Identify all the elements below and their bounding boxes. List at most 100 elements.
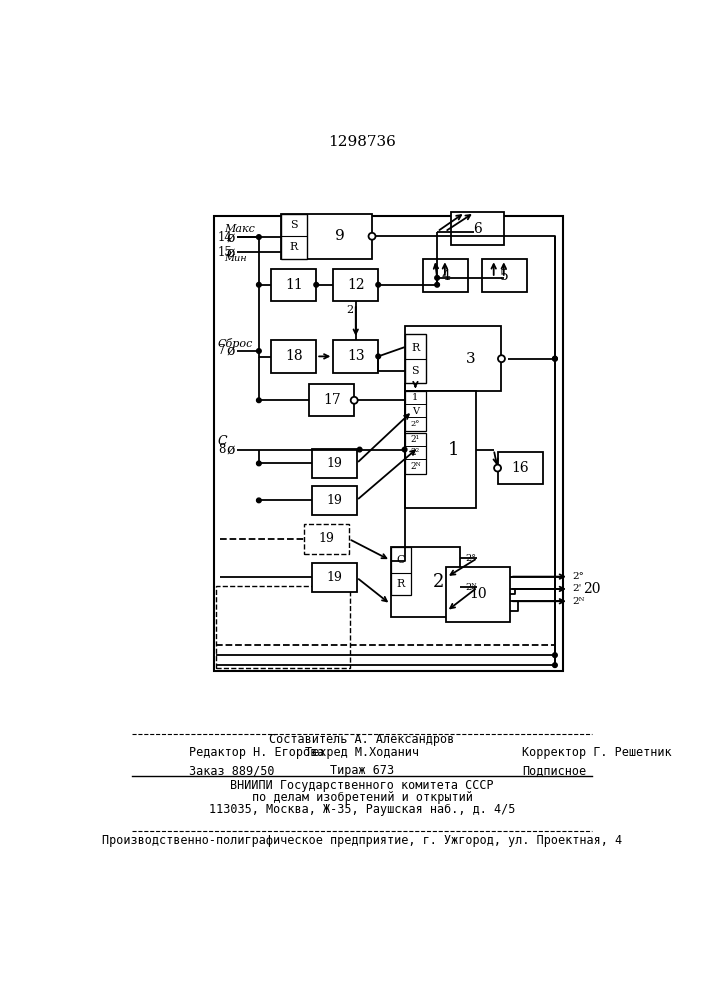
Text: S: S (290, 220, 298, 230)
Circle shape (494, 465, 501, 472)
Bar (312, 486, 356, 515)
Bar (498, 452, 542, 484)
Text: 19: 19 (318, 532, 334, 545)
Text: 19: 19 (326, 571, 342, 584)
Text: 10: 10 (469, 587, 487, 601)
Circle shape (402, 447, 407, 452)
Text: R: R (397, 579, 405, 589)
Bar (271, 269, 316, 301)
Text: 3: 3 (466, 352, 475, 366)
Text: по делам изобретений и открытий: по делам изобретений и открытий (252, 791, 472, 804)
Text: V: V (412, 407, 419, 416)
Text: 8: 8 (218, 443, 225, 456)
Text: 19: 19 (326, 494, 342, 507)
Text: 14: 14 (218, 231, 233, 244)
Text: Производственно-полиграфическое предприятие, г. Ужгород, ул. Проектная, 4: Производственно-полиграфическое предприя… (102, 834, 622, 847)
Bar (312, 449, 356, 478)
Circle shape (257, 398, 261, 403)
Bar (312, 563, 356, 592)
Text: 2°: 2° (465, 554, 476, 563)
Text: 1: 1 (448, 441, 460, 459)
Circle shape (435, 282, 440, 287)
Text: Редактор Н. Егорова: Редактор Н. Егорова (189, 746, 325, 759)
Text: 2ᴺ: 2ᴺ (465, 583, 477, 592)
Bar (404, 334, 426, 383)
Bar (446, 567, 510, 622)
Bar (309, 384, 354, 416)
Text: ø: ø (226, 245, 235, 259)
Text: Подписное: Подписное (522, 764, 587, 777)
Text: Корректор Г. Решетник: Корректор Г. Решетник (522, 746, 672, 759)
Bar (423, 259, 468, 292)
Circle shape (257, 282, 261, 287)
Circle shape (368, 233, 375, 240)
Circle shape (553, 653, 557, 657)
Circle shape (498, 355, 505, 362)
Text: 16: 16 (511, 461, 529, 475)
Circle shape (351, 397, 358, 404)
Text: 9: 9 (335, 229, 345, 243)
Text: 2: 2 (433, 573, 445, 591)
Text: 1: 1 (412, 393, 419, 402)
Text: Сброс: Сброс (218, 338, 253, 349)
Text: S: S (411, 366, 419, 376)
Bar (482, 259, 527, 292)
Text: 2ᴺ: 2ᴺ (410, 462, 421, 471)
Text: Макс: Макс (224, 224, 255, 234)
Circle shape (257, 349, 261, 353)
Bar (281, 214, 307, 259)
Text: 19: 19 (326, 457, 342, 470)
Text: ø: ø (226, 344, 235, 358)
Text: Составитель А. Александров: Составитель А. Александров (269, 733, 455, 746)
Text: ВНИИПИ Государственного комитета СССР: ВНИИПИ Государственного комитета СССР (230, 779, 493, 792)
Circle shape (376, 282, 380, 287)
Text: R: R (411, 343, 419, 353)
Circle shape (257, 235, 261, 239)
Circle shape (376, 354, 380, 359)
Circle shape (553, 356, 557, 361)
Bar (404, 326, 501, 391)
Text: 6: 6 (473, 222, 481, 236)
Bar (404, 391, 476, 508)
Text: 20: 20 (583, 582, 600, 596)
Text: ø: ø (226, 230, 235, 244)
Bar (391, 547, 411, 595)
Bar (333, 340, 378, 373)
Text: 2°: 2° (572, 572, 584, 581)
Text: С: С (218, 435, 228, 448)
Text: Тираж 673: Тираж 673 (330, 764, 394, 777)
Bar (404, 433, 426, 474)
Text: 12: 12 (347, 278, 365, 292)
Text: 2ᴺ: 2ᴺ (572, 597, 585, 606)
Text: Мин: Мин (224, 254, 247, 263)
Text: 2°: 2° (411, 420, 420, 428)
Text: 1298736: 1298736 (328, 135, 396, 149)
Text: R: R (290, 242, 298, 252)
Text: 2¹: 2¹ (411, 435, 420, 444)
Text: 7: 7 (218, 344, 226, 358)
Bar (281, 214, 372, 259)
Circle shape (257, 461, 261, 466)
Text: 113035, Москва, Ж-35, Раушская наб., д. 4/5: 113035, Москва, Ж-35, Раушская наб., д. … (209, 803, 515, 816)
Text: 11: 11 (285, 278, 303, 292)
Text: 17: 17 (323, 393, 341, 407)
Text: Техред М.Ходанич: Техред М.Ходанич (305, 746, 419, 759)
Bar (214, 216, 563, 671)
Text: 15: 15 (218, 246, 233, 259)
Text: C: C (397, 555, 405, 565)
Text: 2²: 2² (411, 448, 420, 457)
Text: 2: 2 (346, 305, 353, 315)
Bar (304, 524, 349, 554)
Text: 5: 5 (500, 269, 509, 283)
Text: 2': 2' (572, 584, 581, 593)
Circle shape (553, 356, 557, 361)
Text: Заказ 889/50: Заказ 889/50 (189, 764, 274, 777)
Text: ø: ø (226, 443, 235, 457)
Bar (451, 212, 504, 245)
Text: 4: 4 (441, 269, 450, 283)
Circle shape (257, 498, 261, 503)
Text: 18: 18 (285, 349, 303, 363)
Bar (333, 269, 378, 301)
Bar (216, 586, 351, 668)
Circle shape (357, 447, 362, 452)
